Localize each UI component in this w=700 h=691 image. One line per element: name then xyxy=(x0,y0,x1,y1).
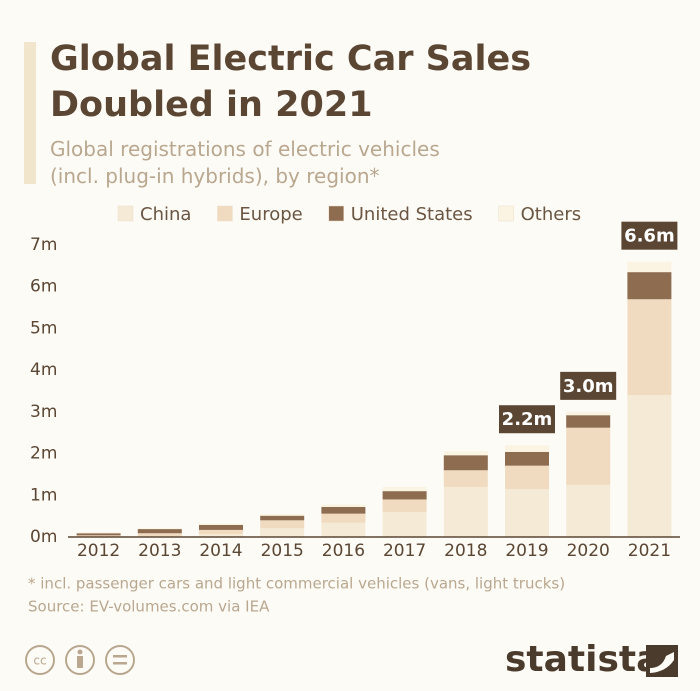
y-tick-label: 2m xyxy=(30,444,57,464)
legend-label: China xyxy=(140,204,191,225)
total-label-box xyxy=(621,221,678,250)
bar-segment xyxy=(76,535,121,537)
bar-segment xyxy=(566,484,611,537)
x-tick-label: 2015 xyxy=(261,541,304,561)
x-tick-label: 2014 xyxy=(199,541,242,561)
by-icon-body xyxy=(77,656,83,668)
x-tick-label: 2012 xyxy=(77,541,120,561)
chart-subtitle: Global registrations of electric vehicle… xyxy=(50,137,440,188)
bar-segment xyxy=(566,427,611,485)
bar-segment xyxy=(505,489,549,537)
x-tick-label: 2013 xyxy=(138,541,181,561)
bar-segment xyxy=(199,524,243,530)
legend-swatch xyxy=(498,205,514,222)
bar-segment xyxy=(199,523,243,525)
legend-swatch xyxy=(328,205,344,222)
bar-segment xyxy=(321,506,366,514)
chart-title: Global Electric Car Sales Doubled in 202… xyxy=(50,39,532,125)
bar-segment xyxy=(382,491,427,500)
total-label: 6.6m xyxy=(624,226,675,247)
bar-segment xyxy=(443,486,488,537)
footnote: * incl. passenger cars and light commerc… xyxy=(28,575,565,593)
bar-segment xyxy=(260,520,305,529)
bar-segment xyxy=(321,513,366,523)
total-label: 3.0m xyxy=(563,376,614,397)
bar-segment xyxy=(382,499,427,512)
bar-segment xyxy=(443,451,488,456)
legend-label: Others xyxy=(521,204,582,225)
accent-bar xyxy=(24,42,36,184)
y-tick-label: 3m xyxy=(30,402,57,422)
bar-segment xyxy=(505,445,549,452)
bar-segment xyxy=(382,486,427,492)
nd-icon-bar xyxy=(113,662,127,665)
y-tick-label: 5m xyxy=(30,318,57,338)
total-label-box xyxy=(560,371,617,400)
x-tick-label: 2019 xyxy=(505,541,548,561)
x-tick-label: 2020 xyxy=(567,541,610,561)
legend-label: Europe xyxy=(239,204,302,225)
y-tick-label: 7m xyxy=(30,235,57,255)
y-tick-label: 1m xyxy=(30,485,57,505)
brand-icon-wave xyxy=(650,652,674,673)
legend-swatch xyxy=(217,205,233,222)
x-tick-label: 2021 xyxy=(628,541,671,561)
bar-segment xyxy=(505,451,549,466)
bar-segment xyxy=(627,272,672,300)
by-icon-head xyxy=(77,649,83,655)
bar-segment xyxy=(199,529,243,535)
bar-segment xyxy=(566,411,611,416)
bar-segment xyxy=(199,534,243,537)
bar-segment xyxy=(505,465,549,490)
bar-segment xyxy=(443,470,488,487)
bar-segment xyxy=(443,455,488,471)
cc-icon xyxy=(25,645,55,675)
bar-segment xyxy=(566,415,611,428)
bar-segment xyxy=(137,529,182,534)
nd-icon-bar xyxy=(113,655,127,658)
bar-segment xyxy=(260,528,305,537)
bar-segment xyxy=(627,299,672,396)
x-tick-label: 2016 xyxy=(322,541,365,561)
bar-segment xyxy=(627,261,672,273)
total-label: 2.2m xyxy=(502,409,553,430)
legend-swatch xyxy=(117,205,134,222)
bar-segment xyxy=(321,522,366,537)
bar-segment xyxy=(76,532,121,534)
bar-segment xyxy=(137,528,182,530)
by-icon xyxy=(65,645,95,675)
y-tick-label: 4m xyxy=(30,360,57,380)
bar-segment xyxy=(382,511,427,537)
bar-segment xyxy=(137,533,182,537)
y-tick-label: 6m xyxy=(30,277,57,297)
bar-segment xyxy=(260,515,305,521)
cc-text: cc xyxy=(33,654,46,668)
x-tick-label: 2017 xyxy=(383,541,426,561)
x-tick-label: 2018 xyxy=(444,541,487,561)
source: Source: EV-volumes.com via IEA xyxy=(28,598,270,616)
brand: statista xyxy=(505,639,660,680)
legend-label: United States xyxy=(351,204,473,225)
bar-segment xyxy=(76,533,121,536)
bar-segment xyxy=(321,504,366,507)
bar-segment xyxy=(627,395,672,537)
y-tick-label: 0m xyxy=(30,527,57,547)
nd-icon xyxy=(105,645,135,675)
total-label-box xyxy=(499,405,555,434)
bar-segment xyxy=(260,514,305,516)
